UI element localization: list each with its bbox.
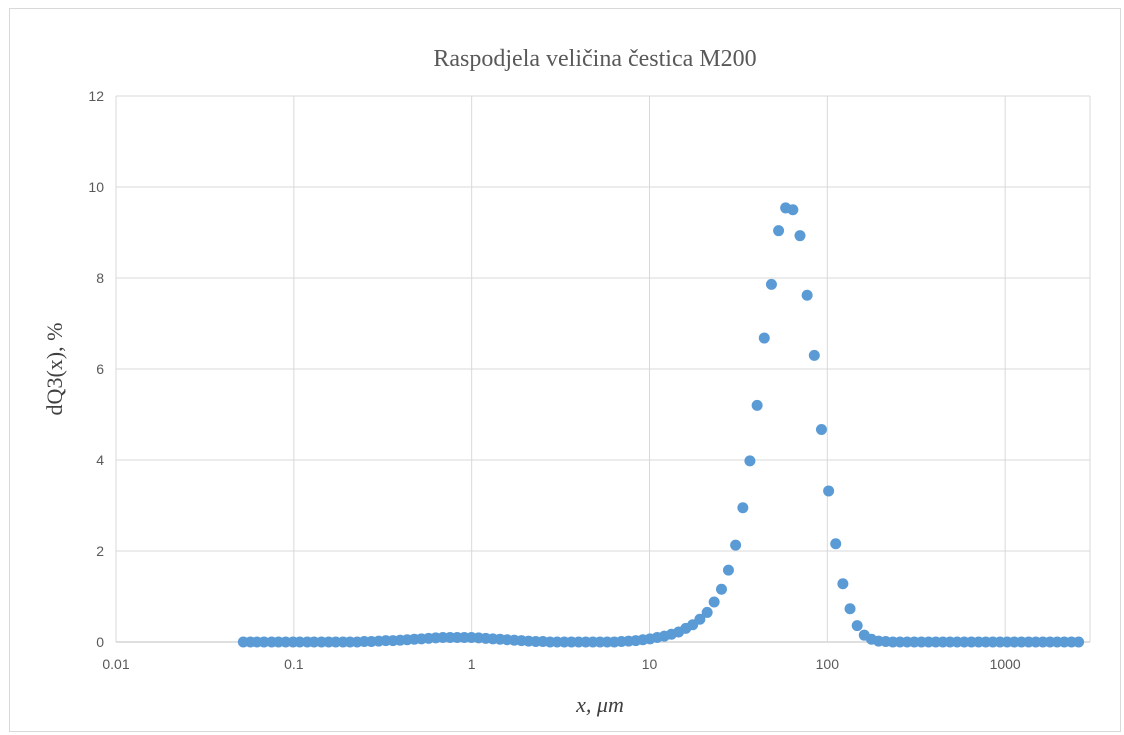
x-tick-label: 100: [816, 656, 840, 672]
x-tick-label: 10: [642, 656, 658, 672]
data-point: [708, 596, 720, 608]
x-tick-label: 0.01: [102, 656, 129, 672]
grid-lines: [115, 95, 1091, 643]
data-point: [851, 620, 863, 632]
x-axis-label: x, μm: [575, 692, 624, 717]
y-axis-label: dQ3(x), %: [42, 323, 67, 416]
chart-title: Raspodjela veličina čestica M200: [433, 46, 756, 72]
data-point: [694, 613, 706, 625]
scatter-chart: Raspodjela veličina čestica M200 0246810…: [42, 46, 1091, 717]
data-point: [258, 636, 270, 648]
y-tick-label: 12: [88, 88, 104, 104]
data-point: [737, 502, 749, 514]
y-tick-label: 2: [96, 543, 104, 559]
data-point: [701, 606, 713, 618]
chart-frame: Raspodjela veličina čestica M200 0 2 4 6 8 10…: [9, 8, 1121, 732]
y-tick-label: 6: [96, 361, 104, 377]
data-point: [715, 583, 727, 595]
x-tick-label: 1: [468, 656, 476, 672]
data-point: [730, 539, 742, 551]
data-point: [722, 564, 734, 576]
data-points: [237, 202, 1085, 648]
data-point: [765, 278, 777, 290]
y-tick-label: 8: [96, 270, 104, 286]
data-point: [808, 349, 820, 361]
data-point: [787, 204, 799, 216]
tick-labels: 0 2 4 6 8 10 12 0.01 0.1 1 10 100 1000: [88, 88, 1021, 672]
data-point: [844, 603, 856, 615]
data-point: [830, 538, 842, 550]
data-point: [1073, 636, 1085, 648]
data-point: [773, 225, 785, 237]
x-tick-label: 0.1: [284, 656, 304, 672]
data-point: [815, 424, 827, 436]
data-point: [794, 230, 806, 242]
y-tick-label: 4: [96, 452, 104, 468]
data-point: [744, 455, 756, 467]
y-tick-label: 10: [88, 179, 104, 195]
y-tick-label: 0: [96, 634, 104, 650]
data-point: [758, 332, 770, 344]
x-tick-label: 1000: [990, 656, 1021, 672]
data-point: [823, 485, 835, 497]
data-point: [801, 289, 813, 301]
data-point: [837, 578, 849, 590]
data-point: [751, 399, 763, 411]
